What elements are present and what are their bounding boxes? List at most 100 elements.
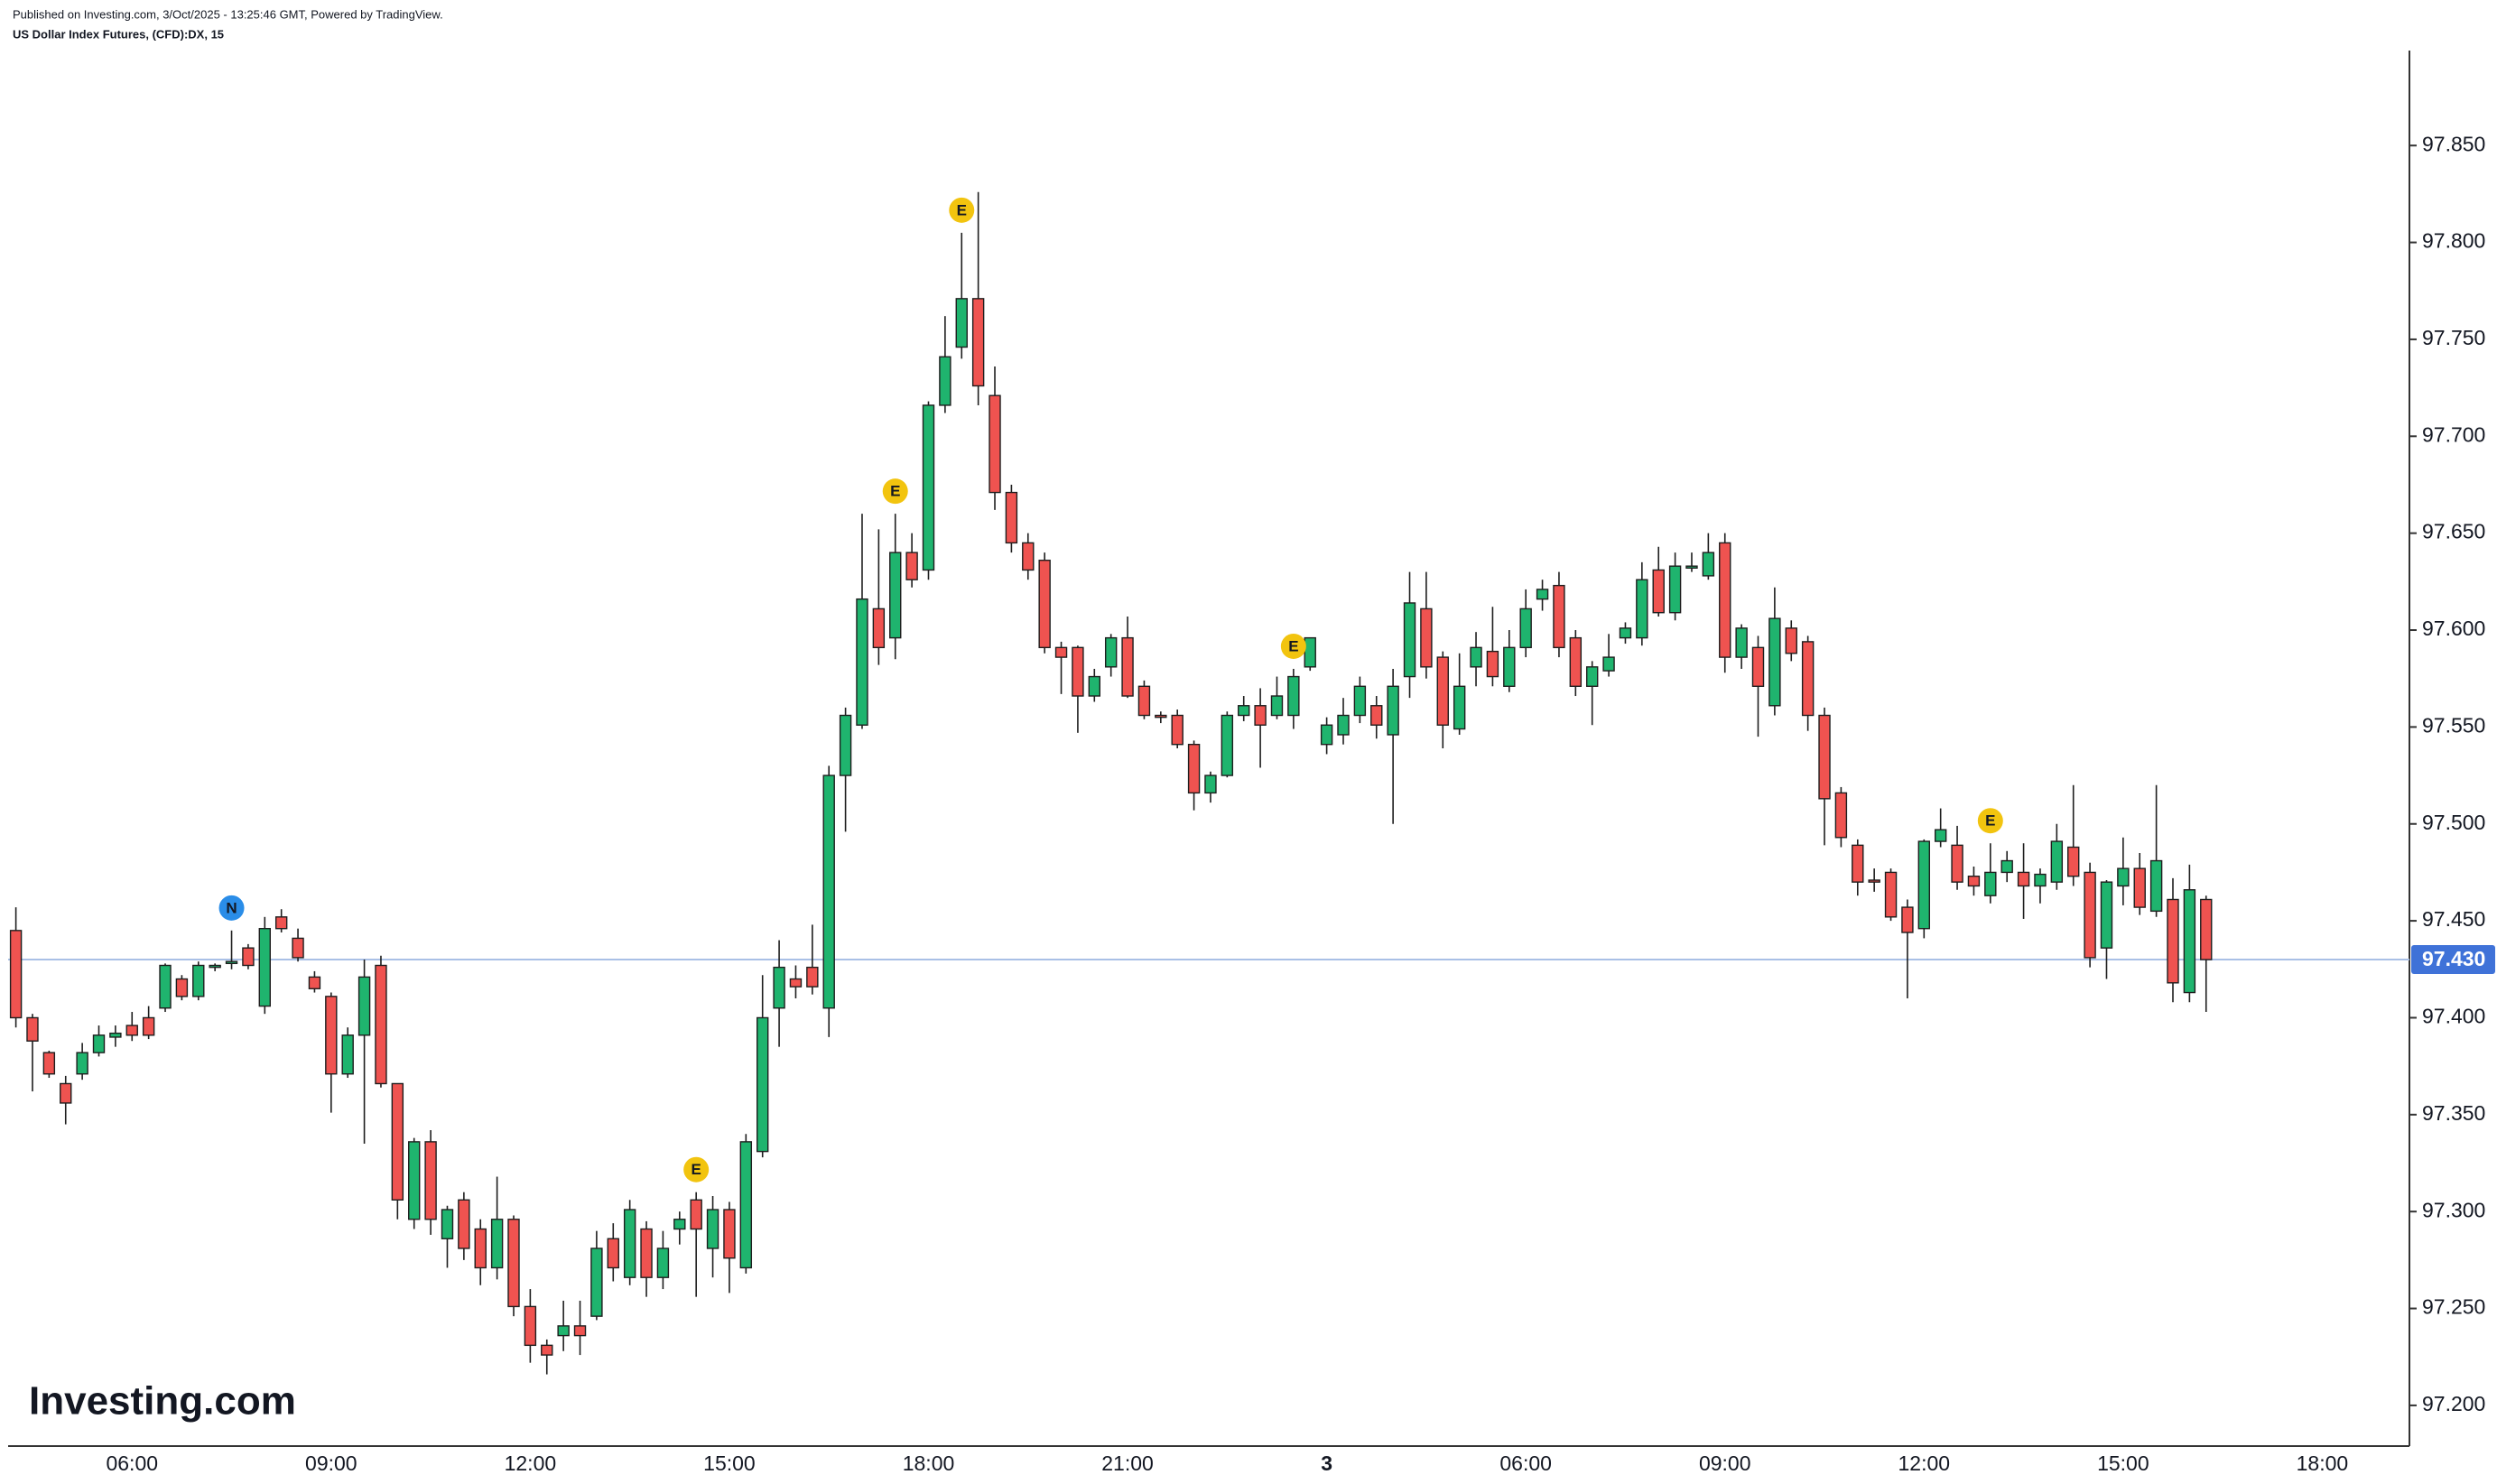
- candle-body: [2017, 871, 2030, 887]
- candle-body: [424, 1141, 437, 1220]
- candle-body: [1751, 646, 1765, 687]
- candle-body: [458, 1199, 470, 1249]
- candle-body: [1735, 627, 1748, 658]
- candle-body: [939, 356, 951, 406]
- candle-body: [1917, 840, 1931, 930]
- candle-body: [1453, 685, 1466, 730]
- candle-body: [905, 552, 918, 580]
- event-marker: [949, 197, 975, 223]
- x-tick-label: 12:00: [1898, 1452, 1951, 1475]
- candle-body: [1187, 744, 1201, 794]
- candle-body: [1304, 636, 1316, 668]
- candle-body: [989, 394, 1001, 494]
- candle-body: [773, 966, 785, 1009]
- candle-body: [42, 1052, 56, 1075]
- published-note: Published on Investing.com, 3/Oct/2025 -…: [13, 7, 443, 21]
- candle-body: [1155, 714, 1167, 719]
- candle-body: [2133, 867, 2146, 908]
- event-marker: [1280, 633, 1306, 659]
- y-tick-label: 97.800: [2422, 229, 2485, 253]
- candle-body: [1370, 705, 1383, 726]
- candle-body: [1204, 774, 1217, 794]
- candle-body: [1951, 844, 1963, 883]
- candle-body: [175, 978, 189, 997]
- x-tick-label: 09:00: [1699, 1452, 1751, 1475]
- candle-body: [1387, 685, 1399, 736]
- candle-body: [822, 774, 835, 1009]
- x-tick-label: 12:00: [505, 1452, 557, 1475]
- candle-body: [92, 1034, 106, 1053]
- candle-body: [2100, 881, 2113, 949]
- candle-body: [1834, 792, 1848, 839]
- candle-body: [1353, 685, 1367, 717]
- candle-body: [1619, 627, 1632, 639]
- candle-body: [1602, 656, 1615, 672]
- candle-body: [1884, 871, 1898, 918]
- y-tick-label: 97.700: [2422, 422, 2485, 446]
- candle-body: [2183, 889, 2196, 994]
- event-marker: [1977, 808, 2003, 834]
- chart-title: US Dollar Index Futures, (CFD):DX, 15: [13, 27, 224, 41]
- event-marker: [218, 895, 245, 921]
- candle-body: [209, 964, 221, 969]
- candle-body: [839, 714, 852, 776]
- candle-body: [1818, 714, 1831, 800]
- candle-body: [590, 1247, 603, 1317]
- candle-body: [408, 1141, 421, 1220]
- event-label: N: [226, 899, 237, 916]
- candle-body: [1685, 565, 1698, 570]
- candle-body: [2084, 871, 2096, 959]
- candle-body: [341, 1034, 354, 1075]
- candle-body: [1121, 636, 1134, 697]
- candle-body: [1852, 844, 1864, 883]
- candle-body: [1420, 608, 1433, 668]
- candle-body: [1088, 675, 1101, 697]
- candle-body: [739, 1141, 753, 1269]
- candle-body: [2149, 859, 2163, 913]
- candle-body: [1934, 829, 1947, 842]
- x-tick-label: 3: [1321, 1452, 1332, 1475]
- candle-body: [441, 1209, 454, 1239]
- candle-body: [524, 1305, 537, 1347]
- candle-body: [258, 927, 271, 1007]
- candle-body: [225, 960, 238, 965]
- candle-body: [1403, 602, 1416, 678]
- candle-body: [656, 1247, 670, 1278]
- candle-body: [2200, 898, 2213, 960]
- candle-body: [1668, 565, 1682, 614]
- candle-body: [1536, 589, 1549, 600]
- candle-body: [1901, 906, 1914, 933]
- event-label: E: [957, 201, 967, 218]
- candle-body: [60, 1082, 72, 1104]
- candle-body: [557, 1325, 570, 1337]
- candle-body: [1585, 666, 1599, 687]
- y-tick-label: 97.600: [2422, 617, 2485, 640]
- candle-body: [1967, 876, 1981, 887]
- candle-body: [1320, 724, 1333, 746]
- candle-body: [2050, 840, 2064, 883]
- candle-body: [325, 996, 338, 1075]
- candle-body: [573, 1325, 587, 1337]
- candle-body: [1171, 714, 1184, 746]
- y-tick-label: 97.500: [2422, 811, 2485, 834]
- candle-body: [308, 976, 321, 989]
- last-price-label: 97.430: [2422, 947, 2485, 970]
- candle-body: [789, 978, 803, 988]
- candle-body: [274, 916, 288, 930]
- candle-body: [690, 1199, 702, 1230]
- candle-body: [2117, 867, 2130, 887]
- candle-body: [391, 1082, 404, 1201]
- y-tick-label: 97.400: [2422, 1005, 2485, 1028]
- candle-body: [1984, 871, 1997, 896]
- candle-body: [1254, 705, 1267, 726]
- candle-body: [192, 964, 205, 997]
- candle-body: [490, 1219, 504, 1269]
- candle-body: [1503, 646, 1516, 687]
- candle-body: [26, 1016, 39, 1042]
- candle-body: [640, 1228, 653, 1278]
- y-tick-label: 97.750: [2422, 326, 2485, 349]
- candle-body: [1486, 650, 1499, 678]
- candle-body: [757, 1016, 769, 1153]
- candle-body: [955, 298, 968, 348]
- candle-body: [1436, 656, 1449, 726]
